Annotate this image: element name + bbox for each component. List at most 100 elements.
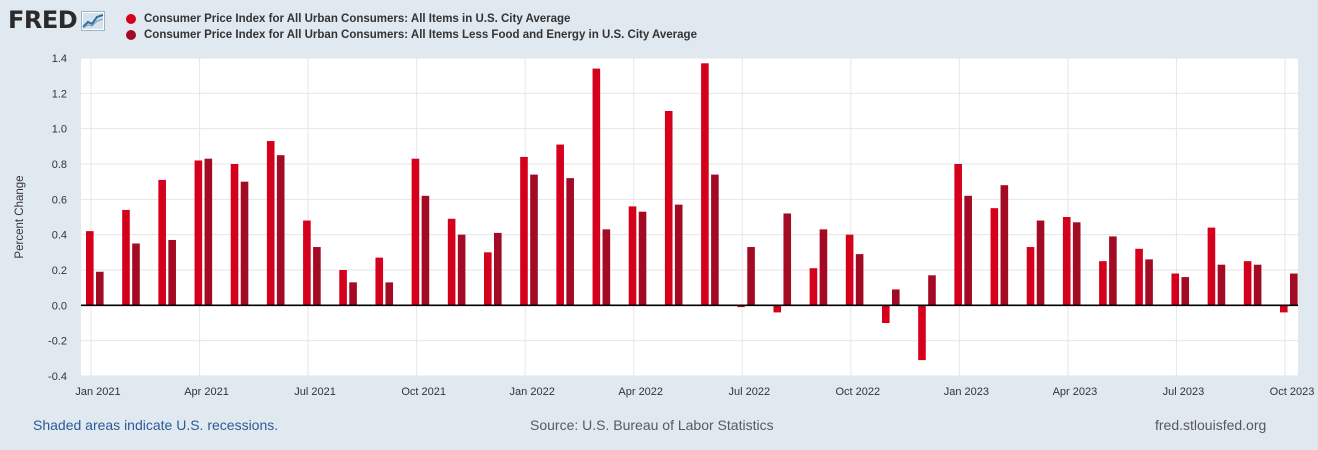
legend-swatch-series-1 xyxy=(126,14,136,24)
legend-swatch-series-2 xyxy=(126,30,136,40)
bar-series-2-mar-2022[interactable] xyxy=(602,229,611,306)
bar-series-2-apr-2021[interactable] xyxy=(204,158,213,306)
bar-series-2-aug-2022[interactable] xyxy=(783,213,792,306)
bar-series-2-aug-2021[interactable] xyxy=(349,282,357,306)
bar-series-1-sep-2021[interactable] xyxy=(375,257,384,306)
bar-series-1-jul-2023[interactable] xyxy=(1171,273,1180,306)
bar-series-1-mar-2021[interactable] xyxy=(158,179,166,306)
bar-series-2-may-2021[interactable] xyxy=(240,181,249,306)
bar-series-1-may-2023[interactable] xyxy=(1099,261,1107,306)
bar-series-1-oct-2022[interactable] xyxy=(845,234,854,306)
y-tick-label: 0.8 xyxy=(52,159,67,171)
bar-series-1-jul-2021[interactable] xyxy=(303,220,311,306)
bar-series-1-jul-2022[interactable] xyxy=(737,305,745,308)
bar-series-1-dec-2021[interactable] xyxy=(484,252,492,306)
x-tick-label: Oct 2022 xyxy=(835,386,880,398)
legend-item-all-items[interactable]: Consumer Price Index for All Urban Consu… xyxy=(126,11,697,27)
y-tick-label: -0.4 xyxy=(48,371,67,383)
bar-series-2-feb-2021[interactable] xyxy=(132,243,140,306)
bar-series-1-feb-2022[interactable] xyxy=(556,144,564,306)
bar-series-2-jun-2021[interactable] xyxy=(276,155,285,306)
x-tick-label: Oct 2023 xyxy=(1270,386,1315,398)
bar-series-1-feb-2023[interactable] xyxy=(990,208,999,306)
bar-series-1-nov-2022[interactable] xyxy=(882,305,890,323)
legend-label-series-2: Consumer Price Index for All Urban Consu… xyxy=(144,29,697,41)
bar-series-2-jan-2022[interactable] xyxy=(530,174,538,306)
bar-series-1-aug-2023[interactable] xyxy=(1207,227,1216,306)
bar-series-1-feb-2021[interactable] xyxy=(122,209,130,306)
bar-series-2-oct-2022[interactable] xyxy=(855,254,864,306)
bar-series-2-mar-2021[interactable] xyxy=(168,239,176,306)
bar-series-1-sep-2022[interactable] xyxy=(809,268,818,306)
bar-series-2-dec-2022[interactable] xyxy=(928,275,936,306)
bar-series-2-feb-2023[interactable] xyxy=(1000,185,1009,306)
bar-series-1-oct-2023[interactable] xyxy=(1280,305,1288,313)
x-tick-label: Jan 2021 xyxy=(75,386,120,398)
y-tick-label: -0.2 xyxy=(48,336,67,348)
bar-series-1-jun-2022[interactable] xyxy=(701,63,709,306)
bar-series-2-jan-2021[interactable] xyxy=(96,271,104,306)
x-tick-label: Apr 2022 xyxy=(618,386,663,398)
bar-series-1-may-2021[interactable] xyxy=(230,164,239,306)
bar-series-2-jun-2023[interactable] xyxy=(1145,259,1153,306)
legend-label-series-1: Consumer Price Index for All Urban Consu… xyxy=(144,13,571,25)
bar-series-2-may-2023[interactable] xyxy=(1109,236,1117,306)
y-tick-label: 0.6 xyxy=(52,194,67,206)
legend-item-core[interactable]: Consumer Price Index for All Urban Consu… xyxy=(126,27,697,43)
bar-series-2-oct-2023[interactable] xyxy=(1290,273,1298,306)
y-tick-label: 0.2 xyxy=(52,265,67,277)
bar-series-2-jun-2022[interactable] xyxy=(711,174,719,306)
chart-line-icon xyxy=(81,10,106,31)
bar-series-2-oct-2021[interactable] xyxy=(421,195,430,306)
bar-series-2-sep-2023[interactable] xyxy=(1253,264,1262,306)
x-tick-label: Jul 2022 xyxy=(728,386,770,398)
bar-series-2-jan-2023[interactable] xyxy=(964,195,972,306)
bar-series-2-may-2022[interactable] xyxy=(674,204,683,306)
bar-series-2-sep-2021[interactable] xyxy=(385,282,394,306)
bar-series-2-aug-2023[interactable] xyxy=(1217,264,1226,306)
bar-series-1-jun-2023[interactable] xyxy=(1135,248,1143,306)
y-axis-label: Percent Change xyxy=(14,175,26,258)
bar-series-1-apr-2021[interactable] xyxy=(194,160,203,306)
bar-series-1-jan-2021[interactable] xyxy=(86,231,94,306)
bar-series-1-apr-2022[interactable] xyxy=(628,206,637,306)
plot-area xyxy=(81,58,1298,376)
fred-logo[interactable]: FRED xyxy=(8,6,106,34)
bar-series-1-aug-2021[interactable] xyxy=(339,270,347,306)
y-tick-label: 0.0 xyxy=(52,300,67,312)
bar-series-1-oct-2021[interactable] xyxy=(411,158,420,306)
bar-series-1-mar-2023[interactable] xyxy=(1026,247,1035,306)
x-tick-label: Apr 2023 xyxy=(1053,386,1098,398)
bar-series-2-jul-2022[interactable] xyxy=(747,247,755,306)
bar-series-2-mar-2023[interactable] xyxy=(1036,220,1045,306)
bar-series-2-jul-2021[interactable] xyxy=(313,247,321,306)
grid-lines xyxy=(81,57,1298,377)
bar-series-1-jan-2023[interactable] xyxy=(954,164,962,306)
y-tick-label: 1.2 xyxy=(52,88,67,100)
bar-series-1-sep-2023[interactable] xyxy=(1243,261,1252,306)
y-tick-label: 0.4 xyxy=(52,230,67,242)
bar-series-2-jul-2023[interactable] xyxy=(1181,277,1190,306)
bar-series-2-apr-2023[interactable] xyxy=(1072,222,1081,306)
bar-series-1-dec-2022[interactable] xyxy=(918,305,926,361)
y-tick-label: 1.0 xyxy=(52,124,67,136)
x-tick-label: Oct 2021 xyxy=(401,386,446,398)
bar-series-2-sep-2022[interactable] xyxy=(819,229,828,306)
bar-series-1-aug-2022[interactable] xyxy=(773,305,782,313)
bar-series-2-apr-2022[interactable] xyxy=(638,211,647,306)
bar-series-1-jan-2022[interactable] xyxy=(520,156,528,306)
bar-series-1-may-2022[interactable] xyxy=(664,111,673,306)
bar-series-1-nov-2021[interactable] xyxy=(447,218,456,306)
bar-series-1-apr-2023[interactable] xyxy=(1062,217,1071,306)
bar-series-2-nov-2022[interactable] xyxy=(892,289,900,306)
bar-series-2-feb-2022[interactable] xyxy=(566,178,574,306)
bar-series-2-dec-2021[interactable] xyxy=(494,232,502,306)
bar-series-2-nov-2021[interactable] xyxy=(457,234,466,306)
axes: -0.4 -0.2 0.0 0.2 0.4 0.6 0.8 1.0 1.2 1.4 Jan 2021… xyxy=(48,53,1314,398)
site-link[interactable]: fred.stlouisfed.org xyxy=(1155,417,1267,433)
recession-note-link[interactable]: Shaded areas indicate U.S. recessions. xyxy=(33,417,279,433)
x-tick-label: Jul 2023 xyxy=(1163,386,1205,398)
bar-series-1-jun-2021[interactable] xyxy=(266,141,275,306)
bar-series-1-mar-2022[interactable] xyxy=(592,68,601,306)
